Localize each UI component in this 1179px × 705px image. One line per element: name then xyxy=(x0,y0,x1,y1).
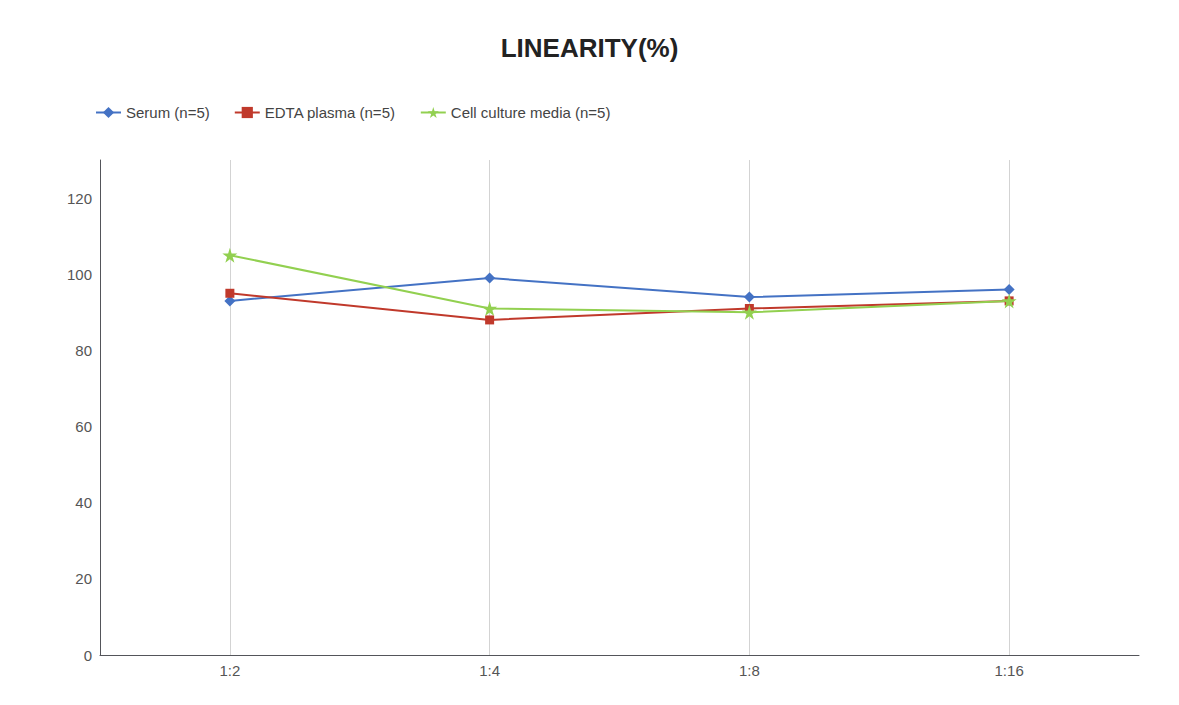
svg-text:Serum (n=5): Serum (n=5) xyxy=(126,104,210,121)
svg-text:EDTA plasma (n=5): EDTA plasma (n=5) xyxy=(265,104,395,121)
svg-text:20: 20 xyxy=(75,570,92,587)
svg-text:1:8: 1:8 xyxy=(739,662,760,679)
svg-text:40: 40 xyxy=(75,494,92,511)
svg-text:80: 80 xyxy=(75,342,92,359)
svg-text:Cell culture media (n=5): Cell culture media (n=5) xyxy=(451,104,611,121)
svg-text:LINEARITY(%): LINEARITY(%) xyxy=(501,33,679,63)
svg-text:1:2: 1:2 xyxy=(219,662,240,679)
svg-text:60: 60 xyxy=(75,418,92,435)
svg-text:1:16: 1:16 xyxy=(995,662,1024,679)
svg-text:0: 0 xyxy=(84,647,92,664)
svg-text:1:4: 1:4 xyxy=(479,662,500,679)
svg-text:120: 120 xyxy=(67,190,92,207)
svg-text:100: 100 xyxy=(67,266,92,283)
